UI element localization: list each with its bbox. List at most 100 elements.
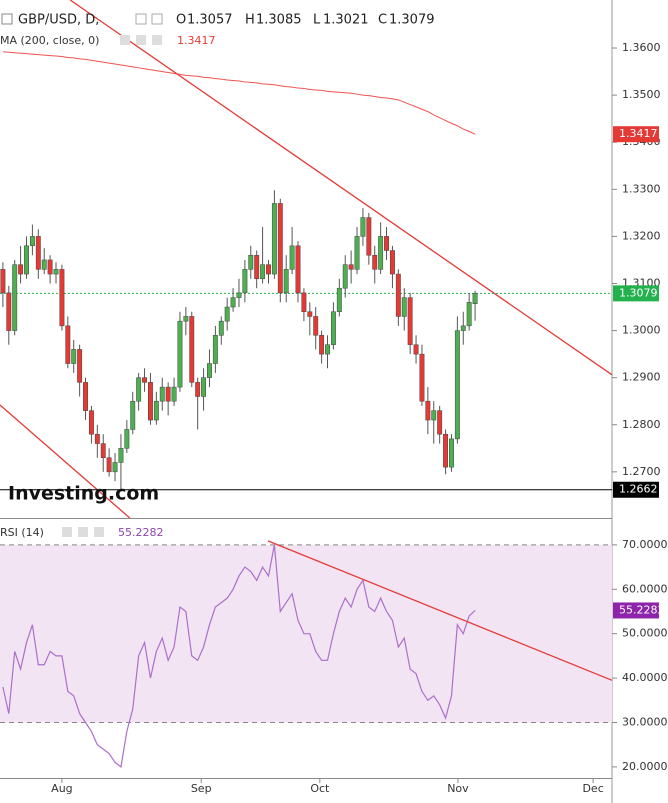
y-tick-label: 40.0000 bbox=[622, 671, 668, 684]
candle-body bbox=[254, 254, 260, 280]
candle-body bbox=[59, 269, 65, 327]
legend-label: MA (200, close, 0) bbox=[0, 34, 99, 47]
icon bbox=[136, 35, 146, 45]
candle-body bbox=[454, 330, 460, 440]
ohlc-value: 1.3079 bbox=[389, 13, 435, 28]
ohlc-value: 1.3021 bbox=[323, 13, 369, 28]
candle-body bbox=[248, 254, 254, 270]
candle-body bbox=[289, 245, 295, 270]
candle-body bbox=[295, 245, 301, 294]
candle-body bbox=[413, 344, 419, 355]
candle-body bbox=[83, 382, 88, 411]
legend-value: 55.2282 bbox=[118, 526, 164, 539]
ohlc-label: O bbox=[176, 13, 186, 28]
candle-body bbox=[472, 293, 478, 304]
y-tick-label: 1.2900 bbox=[622, 371, 661, 384]
y-tick-label: 1.3000 bbox=[622, 324, 661, 337]
candle-body bbox=[384, 236, 389, 251]
icon bbox=[152, 35, 162, 45]
ohlc-label: H bbox=[245, 13, 255, 28]
candle-body bbox=[207, 363, 212, 378]
candle-body bbox=[301, 292, 307, 312]
y-tick-label: 60.0000 bbox=[622, 582, 668, 595]
candle-body bbox=[283, 269, 289, 294]
price-tag-label: 55.2282 bbox=[619, 603, 665, 616]
candle-body bbox=[236, 292, 242, 298]
icon bbox=[94, 527, 104, 537]
candle-body bbox=[112, 462, 118, 473]
candle-body bbox=[466, 302, 472, 327]
y-tick-label: 70.0000 bbox=[622, 538, 668, 551]
candle-body bbox=[18, 264, 24, 275]
candle-body bbox=[460, 325, 466, 331]
candle-body bbox=[6, 292, 12, 331]
candle-body bbox=[389, 250, 395, 275]
candle-body bbox=[277, 203, 283, 294]
candle-body bbox=[195, 382, 201, 397]
ohlc-value: 1.3057 bbox=[187, 13, 233, 28]
candle-body bbox=[366, 217, 372, 256]
candle-body bbox=[159, 386, 165, 402]
candle-body bbox=[224, 306, 230, 322]
trend-line bbox=[267, 540, 613, 681]
ohlc-value: 1.3085 bbox=[256, 13, 302, 28]
candle-body bbox=[183, 316, 189, 322]
candle-body bbox=[395, 273, 401, 317]
candle-body bbox=[77, 349, 83, 383]
icon bbox=[151, 13, 163, 25]
candle-body bbox=[189, 316, 195, 383]
candle-body bbox=[41, 259, 47, 270]
price-tag-label: 1.2662 bbox=[619, 483, 658, 496]
x-tick-label: Nov bbox=[447, 782, 469, 795]
candle-body bbox=[88, 410, 94, 435]
candle-body bbox=[319, 335, 325, 355]
candle-body bbox=[94, 433, 100, 444]
y-tick-label: 1.3600 bbox=[622, 41, 661, 54]
x-tick-label: Sep bbox=[191, 782, 212, 795]
y-tick-label: 20.0000 bbox=[622, 760, 668, 773]
candle-body bbox=[425, 400, 431, 421]
candle-body bbox=[354, 236, 360, 270]
trend-line bbox=[69, 0, 613, 376]
candle-body bbox=[401, 297, 407, 317]
y-tick-label: 1.2700 bbox=[622, 465, 661, 478]
candle-body bbox=[71, 349, 77, 364]
y-tick-label: 1.3500 bbox=[622, 88, 661, 101]
candle-body bbox=[47, 259, 53, 275]
candle-body bbox=[100, 443, 106, 458]
candle-body bbox=[147, 382, 153, 421]
logo: Investing.com bbox=[8, 483, 159, 505]
candle-body bbox=[360, 217, 366, 237]
candle-body bbox=[330, 311, 336, 345]
price-tag-label: 1.3417 bbox=[619, 127, 658, 140]
candle-body bbox=[165, 386, 171, 402]
ma-line bbox=[2, 51, 476, 135]
candle-body bbox=[201, 377, 207, 397]
chart-title: GBP/USD, D, bbox=[18, 13, 99, 28]
price-tag bbox=[613, 481, 659, 498]
x-tick-label: Aug bbox=[51, 782, 72, 795]
candle-body bbox=[336, 287, 342, 312]
candle-body bbox=[325, 344, 330, 355]
candle-body bbox=[419, 353, 425, 402]
ohlc-label: L bbox=[313, 13, 321, 28]
candle-body bbox=[242, 269, 248, 294]
x-tick-label: Oct bbox=[310, 782, 330, 795]
price-tag bbox=[613, 126, 659, 143]
candle-body bbox=[24, 245, 29, 275]
trend-line bbox=[0, 404, 131, 519]
rsi-line bbox=[2, 544, 476, 768]
legend-label: RSI (14) bbox=[0, 526, 44, 539]
candle-body bbox=[53, 269, 59, 275]
plot-area bbox=[0, 0, 613, 768]
candle-body bbox=[142, 377, 147, 383]
price-tag-label: 1.3079 bbox=[619, 286, 658, 299]
candle-body bbox=[378, 236, 384, 270]
price-tag bbox=[613, 602, 659, 619]
candle-body bbox=[136, 377, 142, 402]
candle-body bbox=[348, 264, 354, 270]
candle-body bbox=[212, 335, 218, 364]
y-tick-label: 30.0000 bbox=[622, 715, 668, 728]
candle-body bbox=[372, 254, 378, 270]
